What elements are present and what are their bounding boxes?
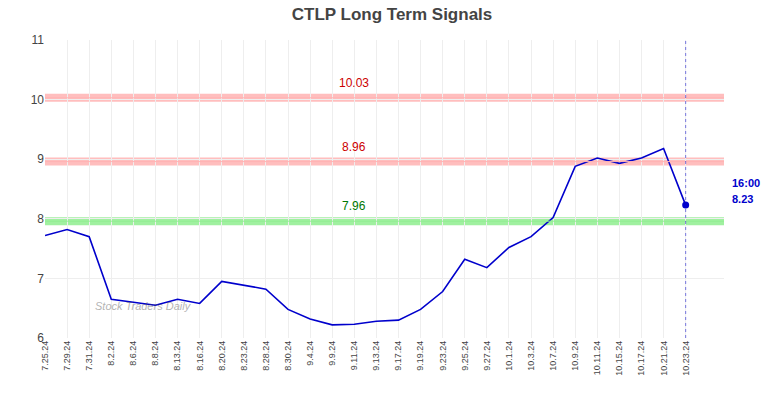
svg-text:7.96: 7.96 (342, 199, 366, 213)
svg-text:7.31.24: 7.31.24 (84, 341, 94, 371)
svg-text:9.27.24: 9.27.24 (482, 341, 492, 371)
svg-text:8.96: 8.96 (342, 140, 366, 154)
svg-text:8.8.24: 8.8.24 (150, 341, 160, 366)
svg-text:9: 9 (37, 152, 44, 166)
svg-text:8.6.24: 8.6.24 (128, 341, 138, 366)
svg-text:10.15.24: 10.15.24 (614, 341, 624, 376)
svg-text:8.23.24: 8.23.24 (239, 341, 249, 371)
svg-text:9.23.24: 9.23.24 (438, 341, 448, 371)
svg-text:16:00: 16:00 (732, 177, 760, 189)
svg-text:7.25.24: 7.25.24 (40, 341, 50, 371)
svg-text:8.16.24: 8.16.24 (195, 341, 205, 371)
svg-text:8.2.24: 8.2.24 (106, 341, 116, 366)
svg-text:10.7.24: 10.7.24 (548, 341, 558, 371)
svg-text:9.17.24: 9.17.24 (393, 341, 403, 371)
svg-text:9.9.24: 9.9.24 (327, 341, 337, 366)
svg-text:8.20.24: 8.20.24 (217, 341, 227, 371)
svg-text:10.23.24: 10.23.24 (681, 341, 691, 376)
svg-text:CTLP Long Term Signals: CTLP Long Term Signals (292, 5, 493, 24)
svg-text:11: 11 (32, 33, 45, 47)
svg-text:8: 8 (37, 212, 44, 226)
svg-text:9.11.24: 9.11.24 (349, 341, 359, 370)
svg-text:10.17.24: 10.17.24 (636, 341, 646, 376)
svg-text:8.30.24: 8.30.24 (283, 341, 293, 371)
svg-text:6: 6 (37, 331, 44, 345)
svg-text:10.1.24: 10.1.24 (504, 341, 514, 371)
svg-text:10.9.24: 10.9.24 (570, 341, 580, 371)
svg-text:9.25.24: 9.25.24 (460, 341, 470, 371)
svg-text:10.3.24: 10.3.24 (526, 341, 536, 371)
svg-text:8.23: 8.23 (732, 193, 753, 205)
svg-text:10.11.24: 10.11.24 (592, 341, 602, 375)
svg-text:8.28.24: 8.28.24 (261, 341, 271, 371)
svg-text:10.03: 10.03 (339, 76, 369, 90)
svg-text:10.21.24: 10.21.24 (659, 341, 669, 376)
svg-text:9.4.24: 9.4.24 (305, 341, 315, 366)
svg-text:Stock Traders Daily: Stock Traders Daily (95, 300, 192, 312)
svg-text:7.29.24: 7.29.24 (62, 341, 72, 371)
svg-text:8.13.24: 8.13.24 (172, 341, 182, 371)
svg-text:10: 10 (31, 93, 45, 107)
svg-text:9.13.24: 9.13.24 (371, 341, 381, 371)
svg-text:9.19.24: 9.19.24 (415, 341, 425, 371)
svg-text:7: 7 (37, 272, 44, 286)
